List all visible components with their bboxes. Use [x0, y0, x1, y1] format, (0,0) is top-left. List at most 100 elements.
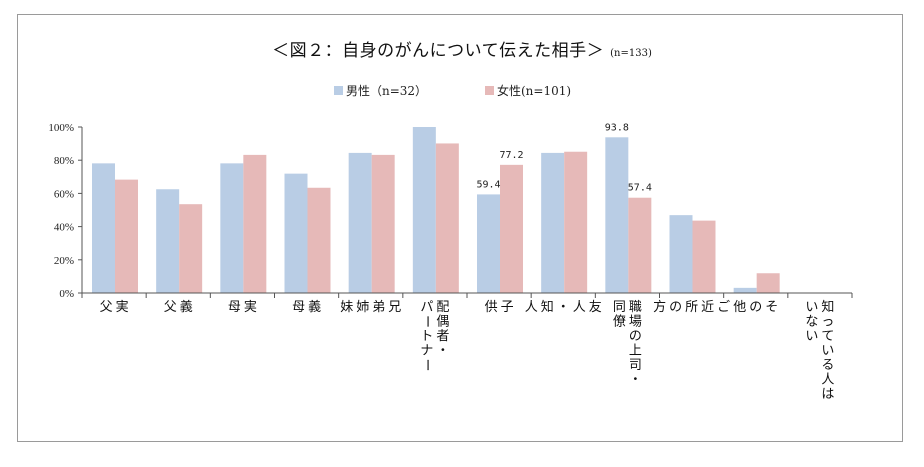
x-category-char: そ: [765, 300, 778, 315]
data-label: 57.4: [628, 183, 652, 194]
bar-male: [541, 152, 565, 293]
legend-swatch-1: [485, 86, 494, 95]
x-category-char: 実: [244, 299, 257, 315]
x-category-char: 友: [589, 299, 602, 315]
x-category-char: ご: [717, 299, 730, 315]
data-label: 77.2: [499, 150, 523, 161]
y-tick-label: 20%: [54, 255, 74, 267]
data-label: 59.4: [476, 179, 500, 190]
x-category-char: い: [805, 300, 818, 315]
x-category-char: の: [669, 300, 682, 315]
y-tick-label: 80%: [54, 155, 74, 167]
x-category-char: 実: [116, 299, 129, 315]
legend-label-0: 男性（n=32）: [346, 84, 427, 98]
x-category-char: 方: [653, 299, 666, 315]
x-category-char: パ: [420, 300, 433, 315]
chart-title-block: ＜図２：自身のがんについて伝えた相手＞ (n=133): [0, 36, 924, 61]
bar-female: [692, 220, 716, 293]
x-category-char: 妹: [340, 300, 353, 315]
x-category-char: ー: [419, 315, 434, 328]
x-category-char: 弟: [372, 300, 385, 315]
x-category-char: 同: [613, 300, 626, 315]
chart-subtitle: (n=133): [610, 48, 652, 59]
x-category-char: て: [821, 329, 834, 344]
x-category-char: 人: [821, 373, 834, 388]
x-category-char: 上: [629, 344, 642, 359]
x-category-label: 実父: [100, 299, 129, 315]
x-category-char: 父: [100, 300, 113, 315]
x-category-label: 義母: [292, 299, 321, 315]
bar-male: [92, 163, 115, 293]
bar-male: [669, 215, 693, 293]
y-tick-label: 0%: [59, 288, 74, 300]
x-category-char: る: [821, 358, 834, 373]
chart-title: ＜図２：自身のがんについて伝えた相手＞: [272, 41, 605, 61]
x-category-char: ・: [629, 373, 642, 388]
x-category-label: 子供: [485, 300, 514, 315]
bar-male: [412, 127, 436, 293]
x-category-char: 近: [701, 300, 714, 315]
bar-male: [284, 173, 308, 293]
bar-male: [156, 189, 180, 293]
bar-female: [500, 164, 523, 293]
x-category-char: の: [629, 329, 642, 344]
legend-label-1: 女性(n=101): [497, 83, 571, 98]
x-category-char: 職: [629, 300, 642, 315]
x-category-char: 配: [436, 300, 449, 315]
x-category-char: 兄: [388, 300, 401, 315]
x-category-char: い: [821, 344, 834, 359]
y-tick-label: 100%: [48, 122, 74, 134]
x-category-label: 友人・知人: [525, 299, 602, 315]
bar-female: [628, 197, 652, 293]
x-category-char: の: [749, 300, 762, 315]
bar-male: [733, 287, 757, 293]
x-category-char: 他: [733, 300, 746, 315]
x-category-char: ・: [557, 300, 570, 315]
x-category-char: 姉: [356, 300, 369, 315]
x-category-char: 母: [292, 300, 305, 315]
y-tick-label: 40%: [54, 222, 74, 234]
x-category-char: 場: [629, 315, 642, 330]
x-category-char: ー: [419, 358, 434, 371]
bar-female: [435, 143, 459, 293]
x-category-char: 所: [685, 300, 698, 315]
x-category-label: その他: [733, 300, 778, 315]
x-category-char: ・: [436, 344, 449, 359]
bar-male: [477, 194, 500, 293]
bar-female: [307, 187, 331, 293]
x-category-char: 知: [541, 299, 554, 315]
y-tick-label: 60%: [54, 188, 74, 200]
bar-female: [371, 154, 395, 293]
x-category-char: 義: [180, 299, 193, 315]
x-category-char: 子: [501, 300, 514, 315]
bar-male: [220, 163, 244, 293]
x-category-char: 司: [629, 358, 642, 373]
x-category-char: な: [805, 315, 818, 330]
x-category-char: 義: [308, 299, 321, 315]
data-label: 93.8: [605, 122, 629, 133]
x-category-char: 知: [821, 299, 834, 315]
x-category-char: 母: [228, 300, 241, 315]
x-category-char: 父: [164, 300, 177, 315]
legend-swatch-0: [334, 86, 343, 95]
x-category-char: ト: [420, 329, 433, 344]
x-category-char: 供: [485, 300, 498, 315]
bar-male: [605, 137, 629, 293]
x-category-char: 人: [525, 300, 538, 315]
x-category-char: 僚: [613, 315, 626, 330]
x-category-char: 人: [573, 300, 586, 315]
x-category-char: 者: [436, 329, 449, 344]
x-category-label: 義父: [164, 299, 193, 315]
x-category-char: は: [821, 387, 834, 402]
bar-female: [756, 273, 780, 293]
x-category-label: 実母: [228, 299, 257, 315]
x-category-char: 偶: [436, 315, 449, 330]
bar-female: [564, 151, 588, 293]
bar-female: [179, 204, 203, 293]
bar-female: [115, 179, 138, 293]
